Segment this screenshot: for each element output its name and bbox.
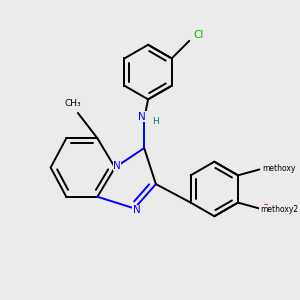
Text: H: H (152, 117, 159, 126)
Text: CH₃: CH₃ (65, 99, 81, 108)
Text: O: O (261, 204, 269, 214)
Text: N: N (138, 112, 146, 122)
Text: Cl: Cl (194, 30, 204, 40)
Text: O: O (261, 164, 269, 173)
Text: methoxy2: methoxy2 (260, 205, 298, 214)
Text: N: N (113, 160, 121, 171)
Text: N: N (133, 206, 140, 215)
Text: methoxy: methoxy (262, 164, 296, 173)
